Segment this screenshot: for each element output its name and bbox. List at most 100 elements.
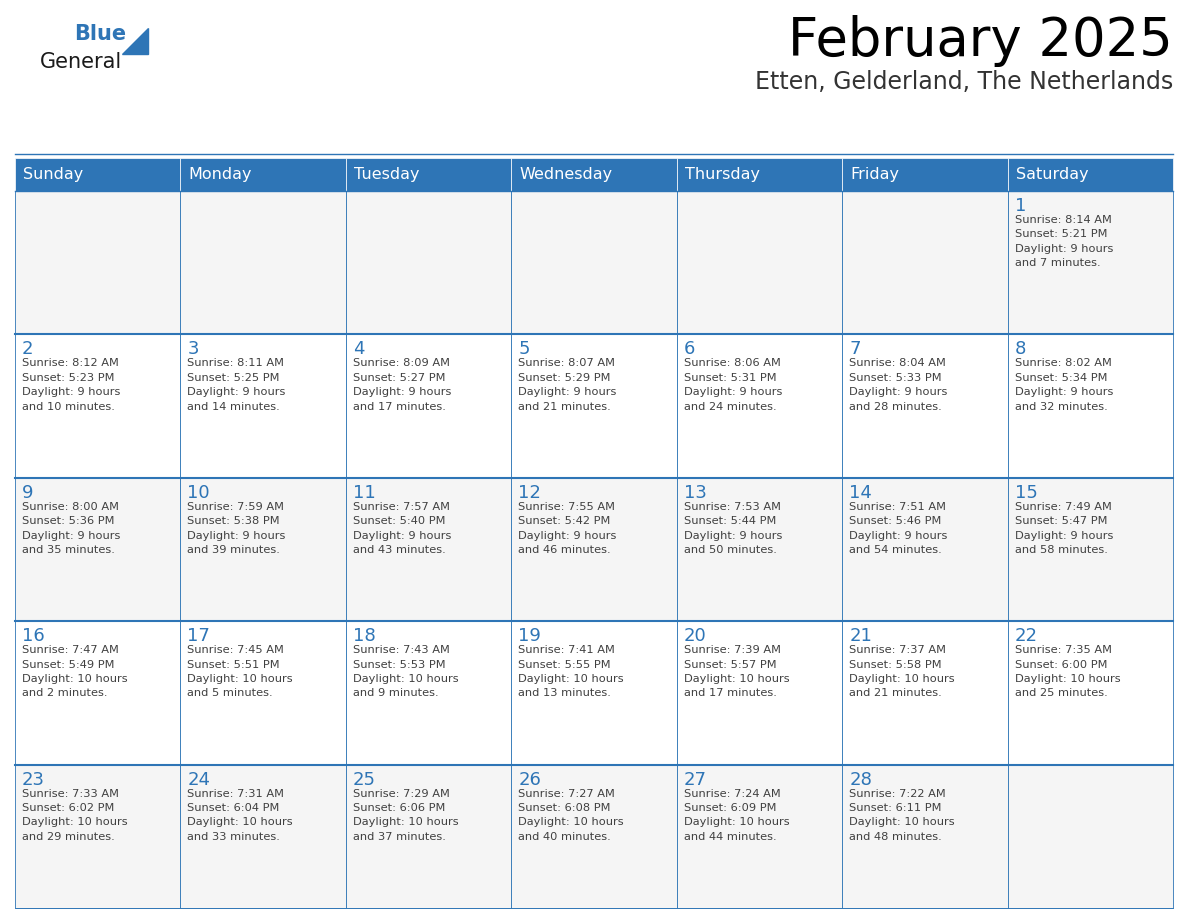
Text: Sunrise: 7:33 AM
Sunset: 6:02 PM
Daylight: 10 hours
and 29 minutes.: Sunrise: 7:33 AM Sunset: 6:02 PM Dayligh… [23, 789, 127, 842]
Bar [1007, 334, 1173, 477]
Bar [1007, 158, 1173, 191]
Text: General: General [40, 52, 122, 72]
Bar [842, 158, 1007, 191]
Bar [181, 621, 346, 765]
Text: 10: 10 [188, 484, 210, 502]
Text: Sunrise: 7:47 AM
Sunset: 5:49 PM
Daylight: 10 hours
and 2 minutes.: Sunrise: 7:47 AM Sunset: 5:49 PM Dayligh… [23, 645, 127, 699]
Bar [842, 334, 1007, 477]
Bar [181, 765, 346, 908]
Bar [1007, 765, 1173, 908]
Text: 23: 23 [23, 770, 45, 789]
Text: 21: 21 [849, 627, 872, 645]
Text: Thursday: Thursday [684, 167, 759, 182]
Bar [511, 621, 677, 765]
Text: Sunrise: 7:45 AM
Sunset: 5:51 PM
Daylight: 10 hours
and 5 minutes.: Sunrise: 7:45 AM Sunset: 5:51 PM Dayligh… [188, 645, 293, 699]
Text: Sunrise: 7:24 AM
Sunset: 6:09 PM
Daylight: 10 hours
and 44 minutes.: Sunrise: 7:24 AM Sunset: 6:09 PM Dayligh… [684, 789, 789, 842]
Text: Sunrise: 7:39 AM
Sunset: 5:57 PM
Daylight: 10 hours
and 17 minutes.: Sunrise: 7:39 AM Sunset: 5:57 PM Dayligh… [684, 645, 789, 699]
Bar [15, 765, 181, 908]
Text: Sunrise: 8:09 AM
Sunset: 5:27 PM
Daylight: 9 hours
and 17 minutes.: Sunrise: 8:09 AM Sunset: 5:27 PM Dayligh… [353, 358, 451, 411]
Bar [677, 765, 842, 908]
Bar [677, 191, 842, 334]
Text: Monday: Monday [189, 167, 252, 182]
Text: 18: 18 [353, 627, 375, 645]
Text: 13: 13 [684, 484, 707, 502]
Text: Sunrise: 7:35 AM
Sunset: 6:00 PM
Daylight: 10 hours
and 25 minutes.: Sunrise: 7:35 AM Sunset: 6:00 PM Dayligh… [1015, 645, 1120, 699]
Text: 1: 1 [1015, 197, 1026, 215]
Bar [346, 477, 511, 621]
Text: 15: 15 [1015, 484, 1037, 502]
Bar [1007, 621, 1173, 765]
Text: 7: 7 [849, 341, 860, 358]
Text: 20: 20 [684, 627, 707, 645]
Text: Friday: Friday [851, 167, 899, 182]
Text: 11: 11 [353, 484, 375, 502]
Bar [842, 621, 1007, 765]
Bar [511, 191, 677, 334]
Bar [15, 334, 181, 477]
Bar [511, 334, 677, 477]
Text: 16: 16 [23, 627, 45, 645]
Bar [842, 191, 1007, 334]
Text: 25: 25 [353, 770, 375, 789]
Bar [346, 191, 511, 334]
Text: Sunrise: 7:57 AM
Sunset: 5:40 PM
Daylight: 9 hours
and 43 minutes.: Sunrise: 7:57 AM Sunset: 5:40 PM Dayligh… [353, 502, 451, 555]
Text: Sunrise: 8:14 AM
Sunset: 5:21 PM
Daylight: 9 hours
and 7 minutes.: Sunrise: 8:14 AM Sunset: 5:21 PM Dayligh… [1015, 215, 1113, 268]
Bar [181, 334, 346, 477]
Text: Sunrise: 7:55 AM
Sunset: 5:42 PM
Daylight: 9 hours
and 46 minutes.: Sunrise: 7:55 AM Sunset: 5:42 PM Dayligh… [518, 502, 617, 555]
Text: Sunrise: 7:22 AM
Sunset: 6:11 PM
Daylight: 10 hours
and 48 minutes.: Sunrise: 7:22 AM Sunset: 6:11 PM Dayligh… [849, 789, 955, 842]
Text: 5: 5 [518, 341, 530, 358]
Text: 6: 6 [684, 341, 695, 358]
Bar [511, 765, 677, 908]
Text: Tuesday: Tuesday [354, 167, 419, 182]
Bar [511, 158, 677, 191]
Text: February 2025: February 2025 [789, 15, 1173, 67]
Polygon shape [122, 28, 148, 54]
Text: Sunrise: 8:12 AM
Sunset: 5:23 PM
Daylight: 9 hours
and 10 minutes.: Sunrise: 8:12 AM Sunset: 5:23 PM Dayligh… [23, 358, 120, 411]
Bar [346, 621, 511, 765]
Text: 19: 19 [518, 627, 542, 645]
Bar [842, 477, 1007, 621]
Text: 26: 26 [518, 770, 542, 789]
Bar [181, 191, 346, 334]
Bar [346, 334, 511, 477]
Text: Sunrise: 7:31 AM
Sunset: 6:04 PM
Daylight: 10 hours
and 33 minutes.: Sunrise: 7:31 AM Sunset: 6:04 PM Dayligh… [188, 789, 293, 842]
Text: Wednesday: Wednesday [519, 167, 612, 182]
Text: Sunrise: 8:07 AM
Sunset: 5:29 PM
Daylight: 9 hours
and 21 minutes.: Sunrise: 8:07 AM Sunset: 5:29 PM Dayligh… [518, 358, 617, 411]
Bar [677, 477, 842, 621]
Text: 3: 3 [188, 341, 198, 358]
Text: Blue: Blue [74, 24, 126, 44]
Bar [181, 477, 346, 621]
Text: Sunday: Sunday [23, 167, 83, 182]
Bar [511, 477, 677, 621]
Text: 2: 2 [23, 341, 33, 358]
Bar [346, 158, 511, 191]
Text: Sunrise: 7:41 AM
Sunset: 5:55 PM
Daylight: 10 hours
and 13 minutes.: Sunrise: 7:41 AM Sunset: 5:55 PM Dayligh… [518, 645, 624, 699]
Text: 27: 27 [684, 770, 707, 789]
Bar [346, 765, 511, 908]
Bar [677, 158, 842, 191]
Text: Sunrise: 8:06 AM
Sunset: 5:31 PM
Daylight: 9 hours
and 24 minutes.: Sunrise: 8:06 AM Sunset: 5:31 PM Dayligh… [684, 358, 782, 411]
Bar [15, 158, 181, 191]
Text: 12: 12 [518, 484, 542, 502]
Text: Sunrise: 7:27 AM
Sunset: 6:08 PM
Daylight: 10 hours
and 40 minutes.: Sunrise: 7:27 AM Sunset: 6:08 PM Dayligh… [518, 789, 624, 842]
Text: Sunrise: 8:11 AM
Sunset: 5:25 PM
Daylight: 9 hours
and 14 minutes.: Sunrise: 8:11 AM Sunset: 5:25 PM Dayligh… [188, 358, 286, 411]
Bar [15, 621, 181, 765]
Text: Sunrise: 7:51 AM
Sunset: 5:46 PM
Daylight: 9 hours
and 54 minutes.: Sunrise: 7:51 AM Sunset: 5:46 PM Dayligh… [849, 502, 948, 555]
Text: Sunrise: 7:49 AM
Sunset: 5:47 PM
Daylight: 9 hours
and 58 minutes.: Sunrise: 7:49 AM Sunset: 5:47 PM Dayligh… [1015, 502, 1113, 555]
Text: 28: 28 [849, 770, 872, 789]
Text: Sunrise: 7:29 AM
Sunset: 6:06 PM
Daylight: 10 hours
and 37 minutes.: Sunrise: 7:29 AM Sunset: 6:06 PM Dayligh… [353, 789, 459, 842]
Text: Sunrise: 8:00 AM
Sunset: 5:36 PM
Daylight: 9 hours
and 35 minutes.: Sunrise: 8:00 AM Sunset: 5:36 PM Dayligh… [23, 502, 120, 555]
Bar [15, 191, 181, 334]
Bar [677, 621, 842, 765]
Bar [15, 477, 181, 621]
Text: Sunrise: 7:59 AM
Sunset: 5:38 PM
Daylight: 9 hours
and 39 minutes.: Sunrise: 7:59 AM Sunset: 5:38 PM Dayligh… [188, 502, 286, 555]
Text: 4: 4 [353, 341, 365, 358]
Text: Saturday: Saturday [1016, 167, 1088, 182]
Text: 9: 9 [23, 484, 33, 502]
Text: Etten, Gelderland, The Netherlands: Etten, Gelderland, The Netherlands [754, 70, 1173, 94]
Text: 14: 14 [849, 484, 872, 502]
Bar [181, 158, 346, 191]
Text: 24: 24 [188, 770, 210, 789]
Text: 22: 22 [1015, 627, 1037, 645]
Text: 17: 17 [188, 627, 210, 645]
